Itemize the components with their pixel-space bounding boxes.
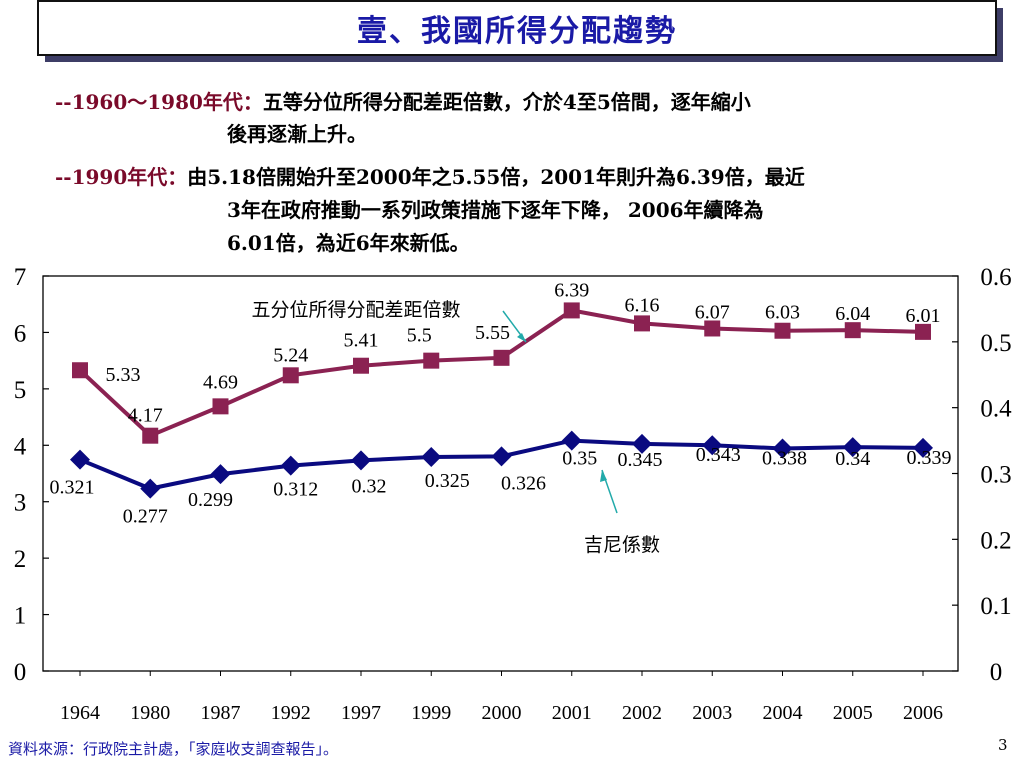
bullet-1-label: --1960～1980年代：: [55, 90, 263, 114]
right-tick-label: 0.3: [980, 462, 1011, 489]
ratio-marker: [353, 357, 369, 374]
ratio-data-label: 4.17: [128, 405, 163, 427]
left-tick-label: 2: [14, 546, 27, 573]
ratio-marker: [282, 367, 299, 384]
ratio-data-label: 6.16: [625, 294, 660, 316]
ratio-marker: [212, 398, 229, 415]
gini-data-label: 0.338: [762, 447, 807, 469]
ratio-data-label: 4.69: [203, 371, 238, 393]
gini-marker: [210, 464, 231, 485]
x-tick-label: 1992: [271, 702, 311, 724]
x-tick-label: 2002: [622, 702, 662, 724]
title-box: 壹、我國所得分配趨勢: [37, 0, 997, 56]
gini-marker: [842, 437, 863, 458]
gini-marker: [913, 437, 933, 458]
bullet-1-line-1: 五等分位所得分配差距倍數，介於4至5倍間，逐年縮小: [262, 90, 751, 114]
x-tick-label: 2006: [903, 702, 943, 724]
ratio-data-label: 5.5: [407, 325, 432, 347]
gini-marker: [561, 430, 582, 451]
ratio-data-label: 5.55: [475, 322, 510, 344]
gini-series-callout: 吉尼係數: [584, 534, 660, 556]
gini-marker: [491, 446, 512, 467]
ratio-marker: [423, 352, 440, 369]
gini-data-label: 0.34: [835, 448, 870, 470]
ratio-data-label: 6.39: [554, 279, 589, 301]
left-tick-label: 0: [14, 659, 27, 686]
right-tick-label: 0.4: [980, 396, 1012, 423]
bullet-2-line-1: 由5.18倍開始升至2000年之5.55倍，2001年則升為6.39倍，最近: [187, 165, 805, 189]
ratio-data-label: 6.04: [835, 303, 870, 325]
x-tick-label: 1980: [130, 702, 170, 724]
gini-marker: [140, 478, 161, 499]
gini-data-label: 0.35: [562, 448, 597, 470]
ratio-callout-arrowhead: [517, 333, 526, 342]
x-tick-label: 1964: [60, 702, 100, 724]
ratio-data-label: 6.07: [695, 301, 730, 323]
bullet-2-line-3: 6.01倍，為近6年來新低。: [227, 231, 470, 255]
ratio-data-label: 5.33: [106, 364, 141, 386]
gini-data-label: 0.326: [501, 472, 546, 494]
ratio-data-label: 5.41: [344, 330, 379, 352]
gini-callout-arrowhead: [600, 470, 607, 482]
x-tick-label: 2003: [692, 702, 732, 724]
gini-marker: [702, 435, 723, 456]
x-tick-label: 1997: [341, 702, 381, 724]
left-tick-label: 5: [14, 377, 27, 404]
ratio-marker: [704, 320, 721, 337]
bullet-2-line-2: 3年在政府推動一系列政策措施下逐年下降， 2006年續降為: [227, 198, 764, 222]
ratio-marker: [493, 349, 510, 366]
x-tick-label: 1999: [411, 702, 451, 724]
gini-marker: [421, 447, 442, 468]
x-tick-label: 2001: [552, 702, 592, 724]
ratio-marker: [72, 362, 88, 379]
bullet-1-line-2: 後再逐漸上升。: [227, 122, 367, 146]
left-tick-label: 4: [14, 433, 27, 460]
gini-data-label: 0.339: [907, 447, 952, 469]
right-tick-label: 0.6: [980, 264, 1011, 291]
x-tick-label: 2000: [482, 702, 522, 724]
ratio-series-callout: 五分位所得分配差距倍數: [251, 299, 460, 321]
ratio-marker: [844, 322, 861, 339]
gini-marker: [351, 450, 371, 471]
left-tick-label: 1: [14, 603, 27, 630]
ratio-marker: [774, 322, 791, 339]
gini-marker: [280, 455, 301, 476]
gini-data-label: 0.325: [425, 470, 470, 492]
gini-marker: [70, 449, 90, 470]
ratio-data-label: 6.01: [906, 305, 941, 327]
left-tick-label: 3: [14, 490, 27, 517]
left-tick-label: 7: [14, 264, 27, 291]
ratio-data-label: 6.03: [765, 302, 800, 324]
right-tick-label: 0.5: [980, 330, 1011, 357]
gini-data-label: 0.32: [352, 475, 387, 497]
gini-data-label: 0.321: [50, 477, 95, 499]
right-tick-label: 0: [990, 659, 1003, 686]
ratio-marker: [142, 427, 159, 444]
x-tick-label: 2005: [833, 702, 873, 724]
gini-data-label: 0.277: [123, 506, 168, 528]
ratio-marker: [563, 302, 580, 319]
bullet-2: --1990年代：由5.18倍開始升至2000年之5.55倍，2001年則升為6…: [55, 163, 805, 191]
gini-data-label: 0.299: [188, 489, 233, 511]
bullet-2-label: --1990年代：: [55, 165, 188, 189]
left-tick-label: 6: [14, 320, 27, 347]
source-note: 資料來源：行政院主計處，「家庭收支調查報告」。: [8, 740, 339, 758]
gini-marker: [772, 438, 793, 459]
x-tick-label: 1987: [201, 702, 241, 724]
ratio-marker: [915, 323, 931, 340]
dual-axis-line-chart: 0 1 2 3 4 5 6 7 0 0.1 0.2 0.3 0.4 0.5 0.6 1964 1980 1987 1…: [14, 264, 1012, 724]
gini-data-label: 0.345: [618, 449, 663, 471]
ratio-data-label: 5.24: [273, 344, 308, 366]
gini-marker: [632, 433, 652, 454]
right-tick-label: 0.1: [980, 593, 1011, 620]
ratio-marker: [634, 315, 650, 332]
slide-title: 壹、我國所得分配趨勢: [357, 14, 677, 49]
title-banner: 壹、我國所得分配趨勢: [37, 0, 1003, 62]
x-tick-label: 2004: [763, 702, 803, 724]
gini-data-label: 0.343: [696, 444, 741, 466]
bullet-1: --1960～1980年代：五等分位所得分配差距倍數，介於4至5倍間，逐年縮小: [55, 88, 751, 116]
right-tick-label: 0.2: [980, 527, 1011, 554]
page-number: 3: [998, 736, 1008, 754]
gini-data-label: 0.312: [273, 479, 318, 501]
